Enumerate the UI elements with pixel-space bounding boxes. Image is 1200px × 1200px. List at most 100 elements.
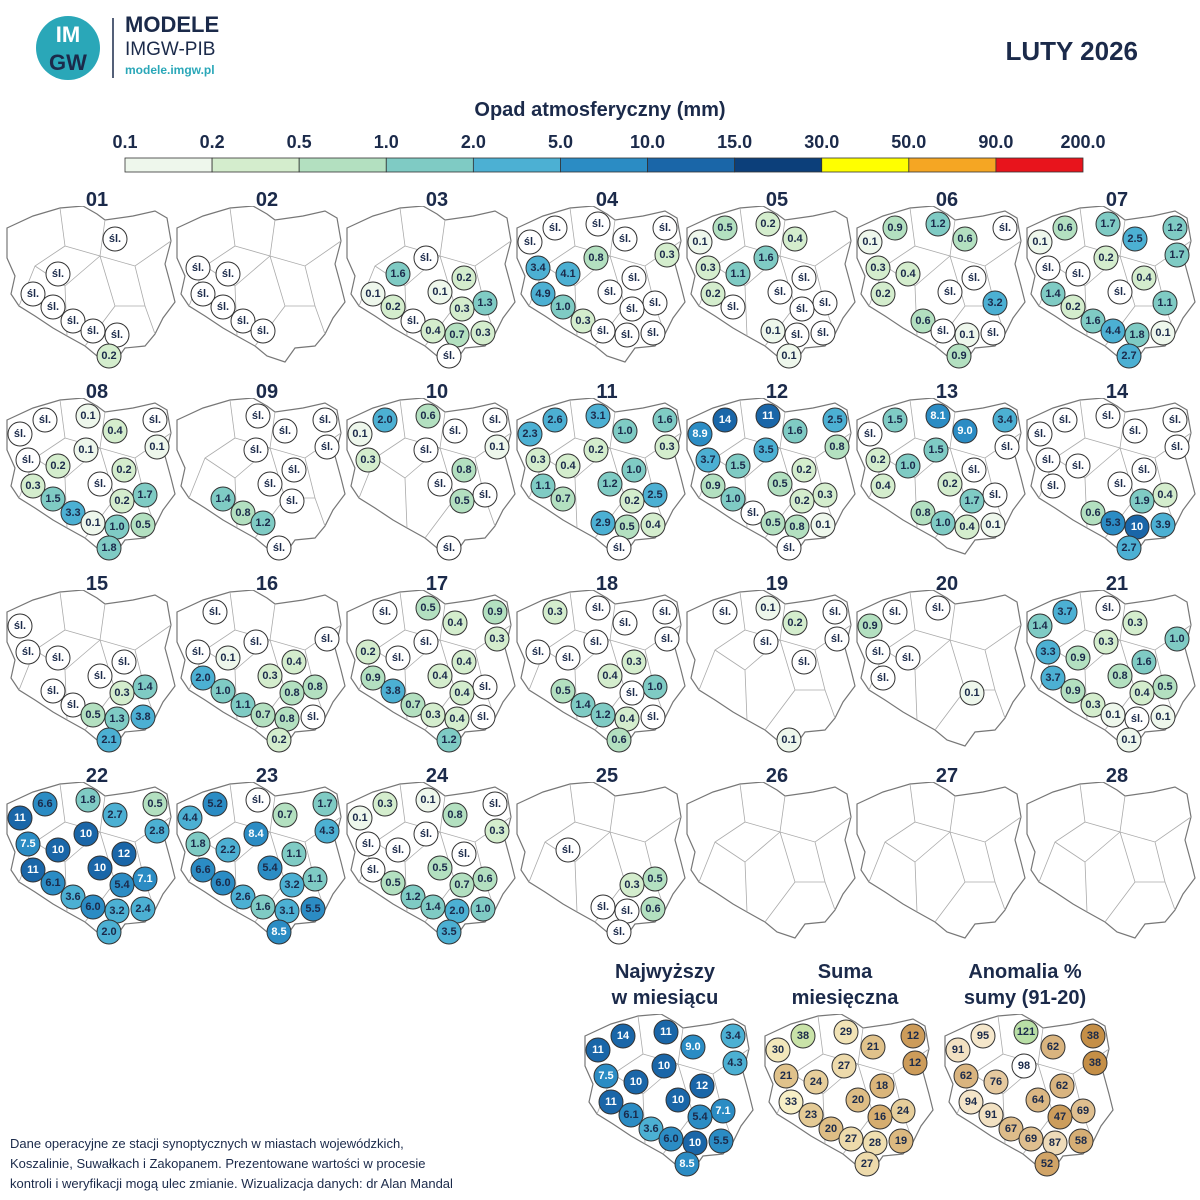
station-circle (555, 837, 581, 863)
station-value: 4.1 (560, 268, 575, 280)
station-circle (623, 1069, 649, 1095)
station-value: śl. (209, 606, 221, 618)
station-value: 4.4 (1105, 325, 1121, 337)
station-circle (45, 453, 71, 479)
station-circle (525, 447, 551, 473)
station-circle (930, 510, 956, 536)
station-value: 0.3 (262, 670, 277, 682)
station-circle (619, 680, 645, 706)
station-circle (484, 434, 510, 460)
station-value: śl. (621, 329, 633, 341)
station-circle (20, 281, 46, 307)
station-circle (555, 453, 581, 479)
station-value: 0.5 (555, 685, 570, 697)
station-value: 0.3 (489, 825, 504, 837)
station-circle (790, 1023, 816, 1049)
day-label: 28 (1106, 765, 1128, 787)
station-circle (1025, 1087, 1051, 1113)
station-value: śl. (659, 606, 671, 618)
station-circle (612, 226, 638, 252)
station-circle (890, 1098, 916, 1124)
day-label: 23 (256, 765, 278, 787)
station-circle (725, 261, 751, 287)
station-value: śl. (727, 301, 739, 313)
station-circle (109, 872, 135, 898)
station-circle (245, 403, 271, 429)
station-circle (822, 407, 848, 433)
station-value: 0.3 (425, 709, 440, 721)
station-value: śl. (22, 646, 34, 658)
station-circle (1100, 510, 1126, 536)
station-circle (720, 1023, 746, 1049)
summary-title: sumy (91-20) (964, 987, 1086, 1009)
station-value: 1.4 (1032, 620, 1048, 632)
station-value: śl. (902, 652, 914, 664)
station-circle (1164, 434, 1190, 460)
station-circle (773, 1063, 799, 1089)
station-circle (1095, 595, 1121, 621)
station-circle (1060, 678, 1086, 704)
station-circle (651, 1053, 677, 1079)
station-circle (142, 791, 168, 817)
station-circle (720, 486, 746, 512)
station-value: śl. (420, 636, 432, 648)
summary-title: miesięczna (792, 987, 900, 1009)
station-value: 0.1 (489, 441, 504, 453)
station-circle (355, 447, 381, 473)
station-circle (210, 678, 236, 704)
station-circle (15, 831, 41, 857)
station-circle (867, 1104, 893, 1130)
station-circle (695, 255, 721, 281)
day-label: 07 (1106, 189, 1128, 211)
station-value: 3.8 (135, 711, 150, 723)
station-value: 8.5 (271, 926, 286, 938)
station-value: 1.0 (725, 493, 740, 505)
day-label: 15 (86, 573, 108, 595)
station-circle (542, 599, 568, 625)
station-value: 27 (838, 1060, 850, 1072)
station-value: 0.1 (1155, 327, 1170, 339)
station-value: śl. (628, 272, 640, 284)
station-value: 0.2 (794, 495, 809, 507)
station-circle (959, 680, 985, 706)
station-circle (776, 535, 802, 561)
station-value: 0.4 (432, 670, 448, 682)
station-value: 7.1 (715, 1105, 730, 1117)
station-circle (789, 488, 815, 514)
station-circle (776, 343, 802, 369)
station-circle (857, 613, 883, 639)
day-label: 05 (766, 189, 788, 211)
station-circle (202, 599, 228, 625)
station-circle (525, 255, 551, 281)
station-circle (895, 645, 921, 671)
station-value: śl. (252, 410, 264, 422)
station-value: 0.1 (781, 350, 796, 362)
station-circle (302, 866, 328, 892)
day-label: 20 (936, 573, 958, 595)
station-value: 2.0 (377, 414, 392, 426)
station-value: śl. (367, 864, 379, 876)
legend-label: 10.0 (630, 132, 665, 152)
station-circle (994, 434, 1020, 460)
station-circle (1152, 290, 1178, 316)
station-value: 1.9 (1134, 495, 1149, 507)
station-value: śl. (27, 288, 39, 300)
station-value: 0.3 (870, 262, 885, 274)
station-circle (427, 855, 453, 881)
station-value: 0.9 (487, 606, 502, 618)
station-value: 0.5 (147, 798, 162, 810)
station-circle (958, 1089, 984, 1115)
station-circle (755, 595, 781, 621)
station-value: 94 (965, 1096, 978, 1108)
station-value: śl. (999, 222, 1011, 234)
station-value: 0.8 (279, 713, 294, 725)
station-value: 0.4 (1136, 272, 1152, 284)
station-circle (347, 805, 373, 831)
station-circle (810, 320, 836, 346)
station-value: 29 (840, 1026, 852, 1038)
station-value: śl. (1129, 425, 1141, 437)
station-circle (680, 1034, 706, 1060)
station-circle (281, 841, 307, 867)
station-value: 7.5 (598, 1070, 613, 1082)
station-circle (413, 629, 439, 655)
